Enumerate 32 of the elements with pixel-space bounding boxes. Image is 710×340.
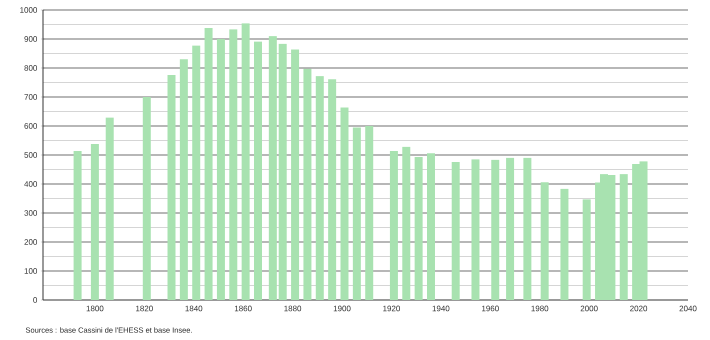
bar (560, 188, 568, 300)
bar (390, 150, 398, 300)
bar (192, 46, 200, 300)
bar (328, 79, 336, 300)
bar (204, 28, 213, 300)
bar (106, 118, 114, 300)
bar (426, 153, 435, 300)
bar (582, 199, 591, 300)
bar (620, 174, 628, 300)
bar (402, 146, 410, 300)
bar (491, 160, 500, 300)
bar (90, 144, 99, 300)
bar (242, 23, 250, 300)
bar (540, 182, 549, 300)
bar (254, 42, 262, 300)
bar (523, 158, 532, 300)
bar (340, 107, 348, 300)
bar (365, 126, 374, 300)
bar (229, 29, 238, 300)
bar (291, 49, 300, 300)
bar (142, 96, 151, 300)
bar (216, 38, 225, 300)
bar (180, 59, 188, 300)
bar (452, 162, 460, 300)
bar (74, 150, 82, 300)
bar (506, 158, 514, 300)
bar (303, 68, 312, 300)
bar (352, 127, 361, 300)
bar (168, 74, 176, 300)
bar (414, 157, 423, 300)
bar (316, 76, 324, 300)
bar (471, 159, 480, 300)
